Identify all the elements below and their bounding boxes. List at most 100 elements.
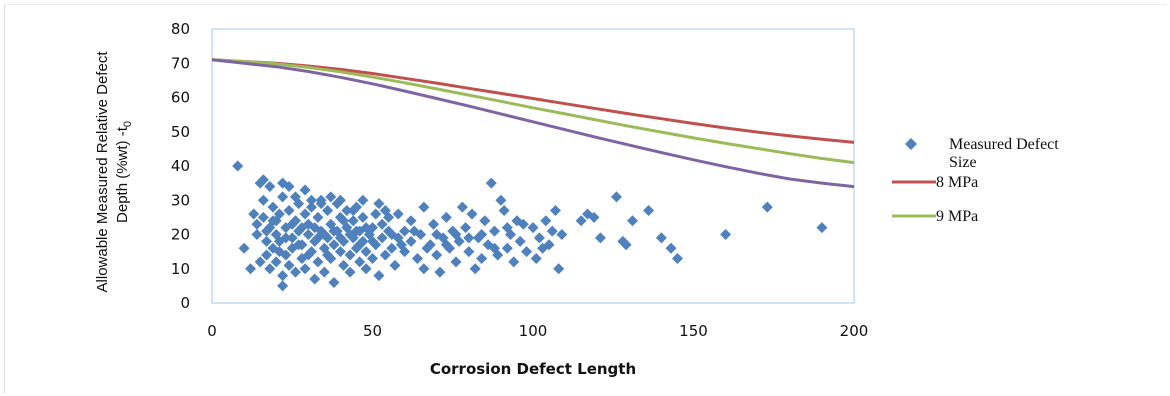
x-tick-label: 200 xyxy=(840,322,869,340)
scatter-point xyxy=(411,252,423,264)
scatter-point xyxy=(720,229,732,240)
scatter-point xyxy=(283,259,295,271)
legend-diamond-marker xyxy=(905,138,917,150)
scatter-point xyxy=(610,191,622,203)
scatter-point xyxy=(261,225,273,237)
scatter-point xyxy=(257,211,269,223)
scatter-point xyxy=(588,211,600,223)
scatter-point xyxy=(267,201,279,213)
scatter-point xyxy=(360,263,372,275)
scatter-point xyxy=(328,239,340,251)
scatter-point xyxy=(386,229,398,240)
scatter-point xyxy=(379,205,391,217)
scatter-point xyxy=(338,259,350,271)
scatter-point xyxy=(627,215,639,227)
scatter-point xyxy=(347,215,359,227)
scatter-point xyxy=(456,201,468,213)
scatter-point xyxy=(395,239,407,251)
scatter-point xyxy=(620,239,632,251)
scatter-point xyxy=(530,252,542,264)
scatter-point xyxy=(533,232,545,244)
scatter-point xyxy=(283,205,295,217)
scatter-point xyxy=(264,181,276,193)
scatter-point xyxy=(540,215,552,227)
scatter-point xyxy=(306,194,318,206)
scatter-point xyxy=(251,218,263,230)
x-tick-label: 50 xyxy=(363,322,382,340)
scatter-point xyxy=(405,215,417,227)
y-tick-label: 20 xyxy=(171,226,190,244)
scatter-point xyxy=(655,232,667,244)
scatter-point xyxy=(261,235,273,247)
scatter-point xyxy=(338,215,350,227)
legend-item-9mpa[interactable]: 9 MPa xyxy=(892,208,978,225)
y-tick-label: 40 xyxy=(171,157,190,175)
scatter-point xyxy=(495,194,507,206)
scatter-point xyxy=(421,242,433,254)
scatter-point xyxy=(254,256,266,268)
scatter-point xyxy=(498,205,510,217)
scatter-point xyxy=(273,208,285,220)
y-tick-label: 10 xyxy=(171,260,190,278)
scatter-point xyxy=(315,198,327,210)
y-tick-label: 0 xyxy=(180,294,190,312)
scatter-point xyxy=(575,215,587,227)
scatter-point xyxy=(440,211,452,223)
y-tick-label: 30 xyxy=(171,191,190,209)
scatter-point xyxy=(761,201,773,213)
scatter-point xyxy=(312,211,324,223)
scatter-point xyxy=(360,246,372,258)
scatter-point xyxy=(488,242,500,254)
scatter-point xyxy=(816,222,828,234)
scatter-point xyxy=(537,242,549,254)
scatter-point xyxy=(350,225,362,237)
scatter-point xyxy=(354,256,366,268)
scatter-point xyxy=(508,256,520,268)
scatter-point xyxy=(257,174,269,186)
scatter-point xyxy=(517,218,529,230)
scatter-point xyxy=(299,184,311,196)
scatter-point xyxy=(306,201,318,213)
scatter-point xyxy=(322,249,334,261)
scatter-point xyxy=(386,242,398,254)
scatter-point xyxy=(549,205,561,217)
scatter-point xyxy=(434,266,446,278)
scatter-point xyxy=(289,266,301,278)
scatter-point xyxy=(556,229,568,240)
x-tick-label: 100 xyxy=(519,322,548,340)
scatter-point xyxy=(501,242,513,254)
y-tick-label: 70 xyxy=(171,54,190,72)
svg-text:Depth (%wt) -t0: Depth (%wt) -t0 xyxy=(114,121,134,223)
scatter-point xyxy=(296,222,308,234)
scatter-point xyxy=(389,259,401,271)
scatter-point xyxy=(347,205,359,217)
legend-item-8mpa[interactable]: 8 MPa xyxy=(892,174,978,191)
scatter-point xyxy=(344,249,356,261)
scatter-point xyxy=(469,263,481,275)
scatter-point xyxy=(463,246,475,258)
scatter-point xyxy=(553,263,565,275)
scatter-point xyxy=(270,256,282,268)
y-axis-ticks: 0 10 20 30 40 50 60 70 80 xyxy=(171,20,190,312)
scatter-point xyxy=(479,215,491,227)
scatter-point xyxy=(302,249,314,261)
svg-text:Allowable Measured Relative De: Allowable Measured Relative Defect xyxy=(94,51,111,293)
scatter-point xyxy=(399,225,411,237)
scatter-point xyxy=(245,263,257,275)
scatter-point xyxy=(460,222,472,234)
scatter-point xyxy=(488,225,500,237)
scatter-point xyxy=(431,229,443,240)
scatter-point xyxy=(360,222,372,234)
scatter-point xyxy=(405,235,417,247)
svg-text:8 MPa: 8 MPa xyxy=(936,174,978,191)
scatter-point xyxy=(485,177,497,189)
scatter-point xyxy=(392,208,404,220)
scatter-point xyxy=(418,263,430,275)
scatter-point xyxy=(312,256,324,268)
scatter-point xyxy=(466,208,478,220)
scatter-point xyxy=(309,273,321,285)
series-line xyxy=(211,58,855,165)
legend-item-measured-defect[interactable]: Measured Defect Size xyxy=(905,136,1059,171)
scatter-point xyxy=(251,229,263,240)
